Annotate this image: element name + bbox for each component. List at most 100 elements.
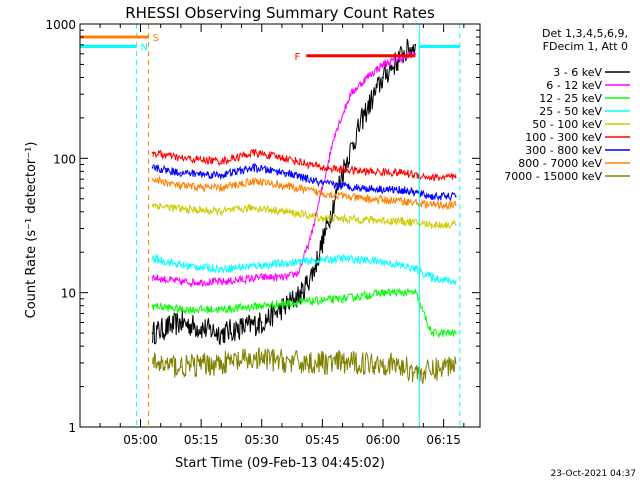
series-2-point-10 xyxy=(349,93,352,96)
series-1-point-13 xyxy=(414,43,417,46)
series-4-point-8 xyxy=(414,268,417,270)
clipped-layer xyxy=(80,24,461,427)
series-5-point-3 xyxy=(220,210,223,213)
series-6-point-9 xyxy=(430,176,433,179)
series-1-point-1 xyxy=(151,332,154,335)
series-3-point-7 xyxy=(382,291,384,294)
series-1-point-4 xyxy=(260,321,263,324)
series-7-point-1 xyxy=(151,166,154,169)
series-line-3 xyxy=(152,287,457,339)
series-line-4 xyxy=(152,253,457,287)
series-5-point-6 xyxy=(321,217,324,219)
series-3-point-8 xyxy=(414,291,417,294)
legend-header-2: FDecim 1, Att 0 xyxy=(543,40,628,53)
series-6-point-10 xyxy=(454,176,457,179)
series-7-point-8 xyxy=(402,189,405,192)
chart-title: RHESSI Observing Summary Count Rates xyxy=(125,4,435,22)
plot-frame xyxy=(79,23,481,428)
series-6-point-4 xyxy=(252,151,255,154)
legend-label-1: 3 - 6 keV xyxy=(553,66,602,79)
series-7-point-4 xyxy=(252,166,255,169)
y-tick-label-3: 100 xyxy=(53,152,76,166)
series-2-point-11 xyxy=(365,76,368,79)
series-1-point-3 xyxy=(220,332,223,335)
series-8-point-3 xyxy=(220,187,223,190)
series-1-point-2 xyxy=(180,321,182,324)
series-3-point-10 xyxy=(454,332,457,335)
legend-label-4: 25 - 50 keV xyxy=(539,105,602,118)
series-1-point-11 xyxy=(382,76,384,79)
series-line-6 xyxy=(152,148,457,182)
annotation-label-f: F xyxy=(294,52,300,63)
series-9-point-8 xyxy=(402,366,405,368)
series-5-point-4 xyxy=(252,206,255,209)
x-tick-label-1: 05:00 xyxy=(123,433,158,447)
series-line-5 xyxy=(152,202,457,230)
series-2-point-1 xyxy=(151,276,154,279)
series-line-2 xyxy=(152,50,416,288)
series-7-point-2 xyxy=(180,171,182,174)
series-8-point-2 xyxy=(180,185,182,188)
series-3-point-2 xyxy=(180,308,182,311)
series-1-point-12 xyxy=(402,52,405,55)
legend-label-3: 12 - 25 keV xyxy=(539,92,602,105)
series-5-point-10 xyxy=(454,223,457,226)
y-tick-label-2: 10 xyxy=(61,287,76,301)
series-line-9 xyxy=(152,347,457,385)
y-tick-label-1: 1 xyxy=(68,421,76,435)
legend-header-1: Det 1,3,4,5,6,9, xyxy=(542,27,628,40)
series-4-point-9 xyxy=(430,276,433,279)
series-6-point-2 xyxy=(180,157,182,160)
x-axis-label: Start Time (09-Feb-13 04:45:02) xyxy=(175,456,385,471)
series-1-point-6 xyxy=(301,291,304,294)
series-3-point-6 xyxy=(341,297,344,300)
legend-label-7: 300 - 800 keV xyxy=(525,144,602,157)
series-2-point-13 xyxy=(398,57,401,60)
series-9-point-10 xyxy=(454,362,457,364)
legend: Det 1,3,4,5,6,9,FDecim 1, Att 0 3 - 6 keV… xyxy=(504,27,630,183)
series-line-1 xyxy=(152,38,416,346)
series-2-point-5 xyxy=(285,276,287,279)
series-4-point-4 xyxy=(260,264,263,267)
series-3-point-1 xyxy=(151,304,154,307)
series-5-point-2 xyxy=(180,208,182,210)
legend-label-8: 800 - 7000 keV xyxy=(518,157,602,170)
series-9-point-6 xyxy=(341,362,344,364)
series-9-point-7 xyxy=(382,362,384,364)
annotation-label-s: S xyxy=(153,33,159,44)
series-8-point-10 xyxy=(454,204,457,206)
series-4-point-5 xyxy=(301,260,304,263)
series-4-point-2 xyxy=(180,264,182,267)
series-2-point-4 xyxy=(260,276,263,279)
series-8-point-1 xyxy=(151,178,154,181)
series-7-point-3 xyxy=(220,174,223,177)
series-9-point-5 xyxy=(301,362,304,364)
series-8-point-8 xyxy=(402,200,405,203)
legend-label-9: 7000 - 15000 keV xyxy=(504,170,602,183)
series-6-point-1 xyxy=(151,151,154,154)
series-5-point-7 xyxy=(361,218,364,221)
series-8-point-7 xyxy=(361,197,364,200)
series-9-point-4 xyxy=(260,358,263,361)
series-4-point-10 xyxy=(454,281,457,283)
series-2-point-3 xyxy=(220,281,223,283)
series-3-point-4 xyxy=(260,304,263,307)
x-tick-label-2: 05:15 xyxy=(184,433,219,447)
y-axis-label: Count Rate (s⁻¹ detector⁻¹) xyxy=(24,142,39,319)
series-9-point-3 xyxy=(220,362,223,364)
y-tick-label-4: 1000 xyxy=(45,18,76,32)
series-5-point-5 xyxy=(285,210,287,213)
series-2-point-6 xyxy=(297,272,300,274)
series-7-point-10 xyxy=(454,195,457,198)
series-2-point-8 xyxy=(321,187,324,190)
series-1-point-7 xyxy=(313,268,316,270)
series-4-point-3 xyxy=(220,268,223,270)
x-tick-label-5: 06:00 xyxy=(366,433,401,447)
series-6-point-8 xyxy=(402,171,405,174)
x-tick-label-6: 06:15 xyxy=(426,433,461,447)
series-9-point-2 xyxy=(180,366,182,368)
series-line-7 xyxy=(152,162,457,202)
series-2-point-14 xyxy=(414,52,417,55)
series-7-point-6 xyxy=(321,182,324,185)
